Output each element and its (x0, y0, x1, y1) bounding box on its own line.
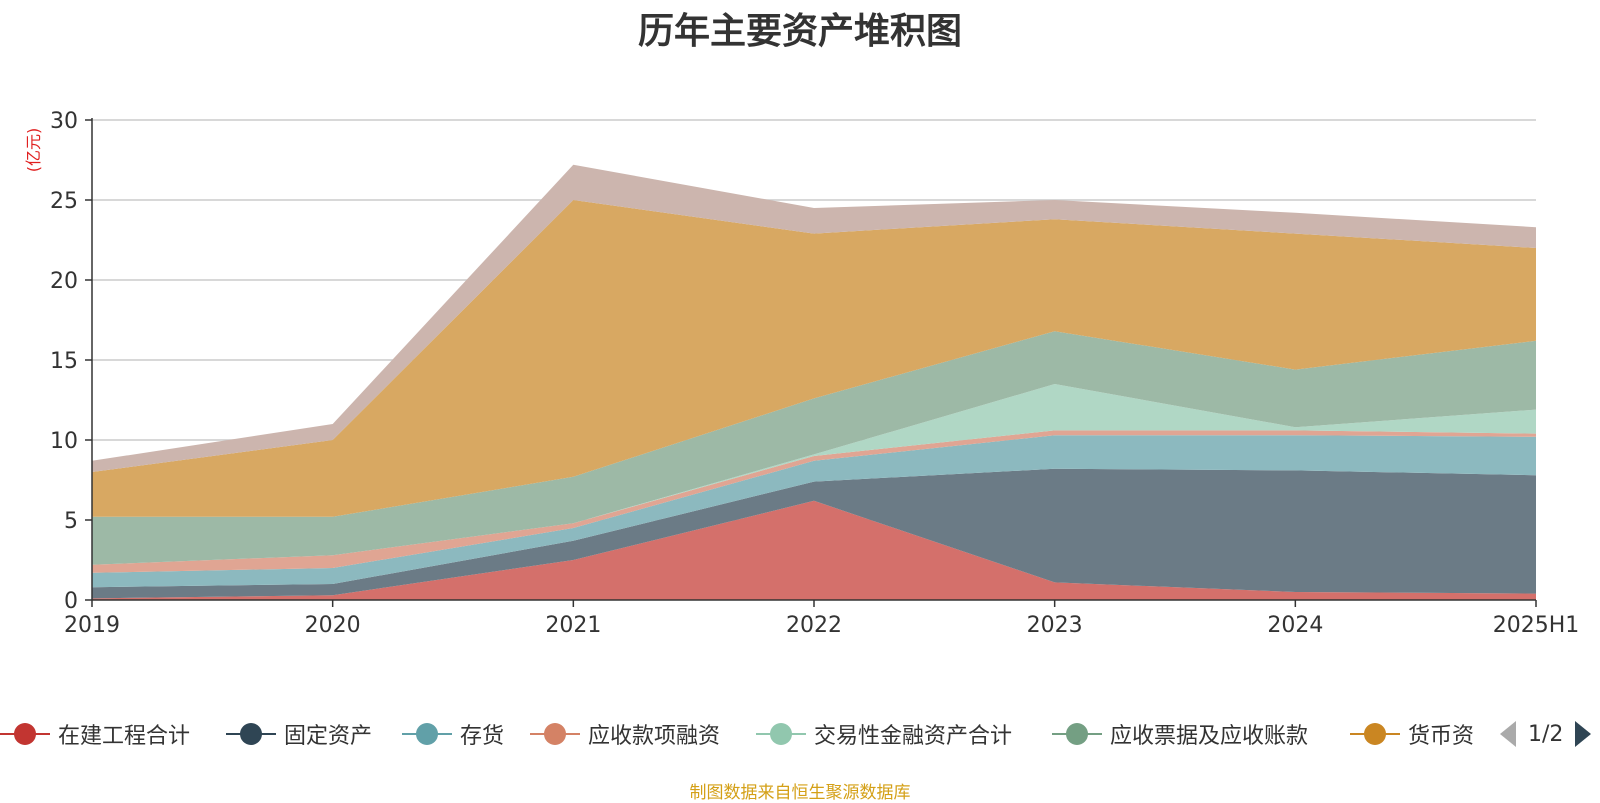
legend-item[interactable]: 存货 (402, 714, 504, 754)
area-series-4 (92, 384, 1536, 565)
legend-label: 应收款项融资 (588, 724, 721, 749)
legend-item[interactable]: 固定资产 (226, 714, 372, 754)
x-tick-label: 2021 (545, 613, 601, 638)
y-tick-label: 0 (64, 589, 78, 614)
x-tick-label: 2025H1 (1493, 613, 1580, 638)
y-tick-label: 10 (50, 429, 78, 454)
legend-marker-icon (530, 714, 580, 754)
x-tick-label: 2020 (305, 613, 361, 638)
area-series-5 (92, 331, 1536, 565)
legend-item[interactable]: 货币资 (1350, 714, 1474, 754)
area-series-7 (92, 164, 1536, 473)
legend-item[interactable]: 在建工程合计 (0, 714, 190, 754)
x-tick-label: 2019 (64, 613, 120, 638)
legend-marker-icon (402, 714, 452, 754)
legend-next-page-icon[interactable] (1575, 721, 1592, 747)
stacked-area-chart: 0 5 10 15 20 25 30 2019 2020 2021 2022 2023 2024 2025… (50, 109, 1579, 638)
y-tick-label: 30 (50, 109, 78, 134)
y-tick-label: 5 (64, 509, 78, 534)
legend-label: 货币资 (1408, 724, 1475, 749)
area-series-3 (92, 430, 1536, 573)
legend-label: 固定资产 (284, 724, 373, 749)
area-series-0 (92, 500, 1536, 600)
legend-label: 在建工程合计 (58, 724, 191, 749)
legend-marker-icon (226, 714, 276, 754)
legend-label: 交易性金融资产合计 (814, 724, 1013, 749)
legend-marker-icon (756, 714, 806, 754)
legend-prev-page-icon[interactable] (1500, 721, 1516, 747)
source-note: 制图数据来自恒生聚源数据库 (689, 783, 911, 803)
legend: 在建工程合计 固定资产 存货 应收款项融资 交易性金融资产合计 应收票据及应收账款 货币资 1… (0, 714, 1600, 754)
legend-page-indicator: 1/2 (1528, 721, 1564, 747)
legend-item[interactable]: 交易性金融资产合计 (756, 714, 1012, 754)
area-series-6 (92, 200, 1536, 517)
x-tick-label: 2024 (1267, 613, 1323, 638)
x-tick-label: 2023 (1027, 613, 1083, 638)
legend-marker-icon (1052, 714, 1102, 754)
chart-title: 历年主要资产堆积图 (637, 11, 962, 52)
y-tick-label: 20 (50, 269, 78, 294)
legend-marker-icon (0, 714, 50, 754)
x-tick-label: 2022 (786, 613, 842, 638)
y-tick-label: 25 (50, 189, 78, 214)
legend-pager: 1/2 (1500, 714, 1592, 754)
area-series-1 (92, 468, 1536, 599)
area-series-2 (92, 435, 1536, 588)
legend-label: 应收票据及应收账款 (1110, 724, 1309, 749)
legend-item[interactable]: 应收票据及应收账款 (1052, 714, 1308, 754)
y-tick-label: 15 (50, 349, 78, 374)
area-series (92, 164, 1536, 600)
legend-item[interactable]: 应收款项融资 (530, 714, 720, 754)
axes: 0 5 10 15 20 25 30 2019 2020 2021 2022 2023 2024 2025… (50, 109, 1579, 638)
legend-marker-icon (1350, 714, 1400, 754)
legend-label: 存货 (460, 724, 505, 749)
